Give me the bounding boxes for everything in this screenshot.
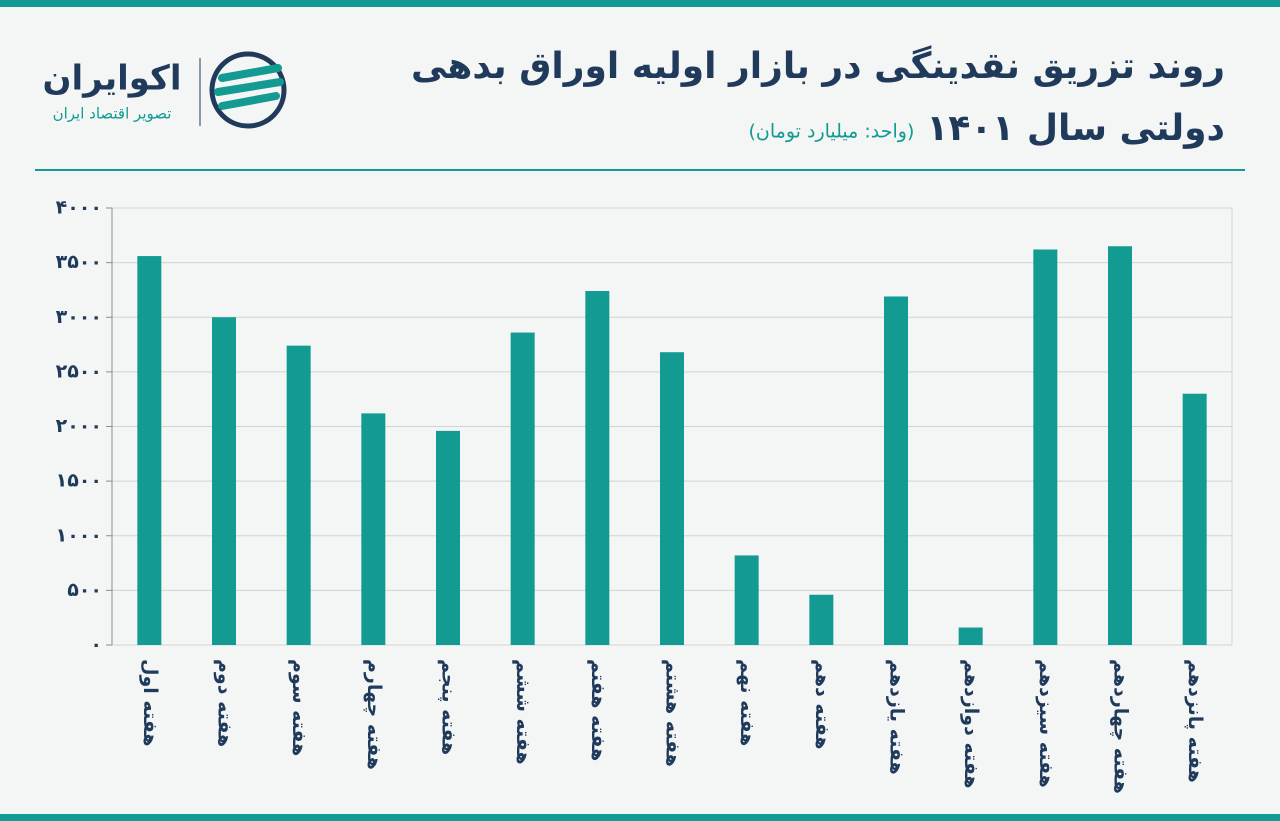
- x-tick-label: هفته یازدهم: [886, 659, 908, 775]
- x-tick-label: هفته دوازدهم: [960, 659, 982, 789]
- chart-subtitle: (واحد: میلیارد تومان): [749, 121, 915, 143]
- x-tick-label: هفته ششم: [512, 659, 534, 765]
- bar: [958, 627, 983, 645]
- bar: [1182, 393, 1207, 645]
- bar: [1108, 246, 1132, 646]
- logo-icon: [209, 51, 287, 129]
- bar: [660, 352, 684, 645]
- bar: [585, 291, 610, 645]
- y-tick-label: ۱۰۰۰: [56, 524, 102, 546]
- x-tick-label: هفته دوم: [214, 659, 236, 747]
- y-tick-label: ۱۵۰۰: [56, 470, 102, 492]
- y-tick-label: ۲۵۰۰: [56, 360, 102, 382]
- bar: [809, 594, 834, 645]
- brand-name: اکوایران: [43, 59, 182, 99]
- bar: [510, 332, 535, 645]
- x-tick-label: هفته چهاردهم: [1110, 659, 1132, 794]
- y-tick-label: ۲۰۰۰: [56, 415, 102, 437]
- x-tick-label: هفته سیزدهم: [1035, 659, 1057, 788]
- y-tick-label: ۳۵۰۰: [56, 251, 102, 273]
- bar: [286, 345, 311, 645]
- x-tick-label: هفته هشتم: [662, 659, 684, 767]
- bar: [436, 430, 460, 645]
- bar: [361, 413, 386, 645]
- y-tick-label: ۴۰۰۰: [56, 197, 102, 219]
- bottom-border: [0, 814, 1280, 821]
- brand-tagline: تصویر اقتصاد ایران: [53, 105, 172, 123]
- bar: [137, 256, 162, 645]
- bar: [884, 296, 908, 645]
- x-tick-label: هفته سوم: [288, 659, 310, 756]
- bar: [212, 317, 236, 645]
- bar: [734, 555, 759, 645]
- x-tick-label: هفته پانزدهم: [1184, 659, 1206, 783]
- y-tick-label: ۳۰۰۰: [56, 306, 102, 328]
- x-tick-label: هفته هفتم: [587, 659, 609, 761]
- x-tick-label: هفته دهم: [811, 659, 833, 750]
- y-tick-label: ۵۰۰: [67, 579, 102, 601]
- top-border: [0, 0, 1280, 7]
- x-tick-label: هفته نهم: [736, 659, 758, 746]
- bar: [1033, 249, 1058, 645]
- chart-title: دولتی سال ۱۴۰۱: [926, 108, 1225, 149]
- x-tick-label: هفته پنجم: [438, 659, 460, 755]
- x-tick-label: هفته اول: [139, 659, 161, 747]
- y-tick-label: ۰: [90, 634, 102, 656]
- chart-title: روند تزریق نقدینگی در بازار اولیه اوراق …: [411, 45, 1225, 87]
- x-tick-label: هفته چهارم: [363, 659, 385, 770]
